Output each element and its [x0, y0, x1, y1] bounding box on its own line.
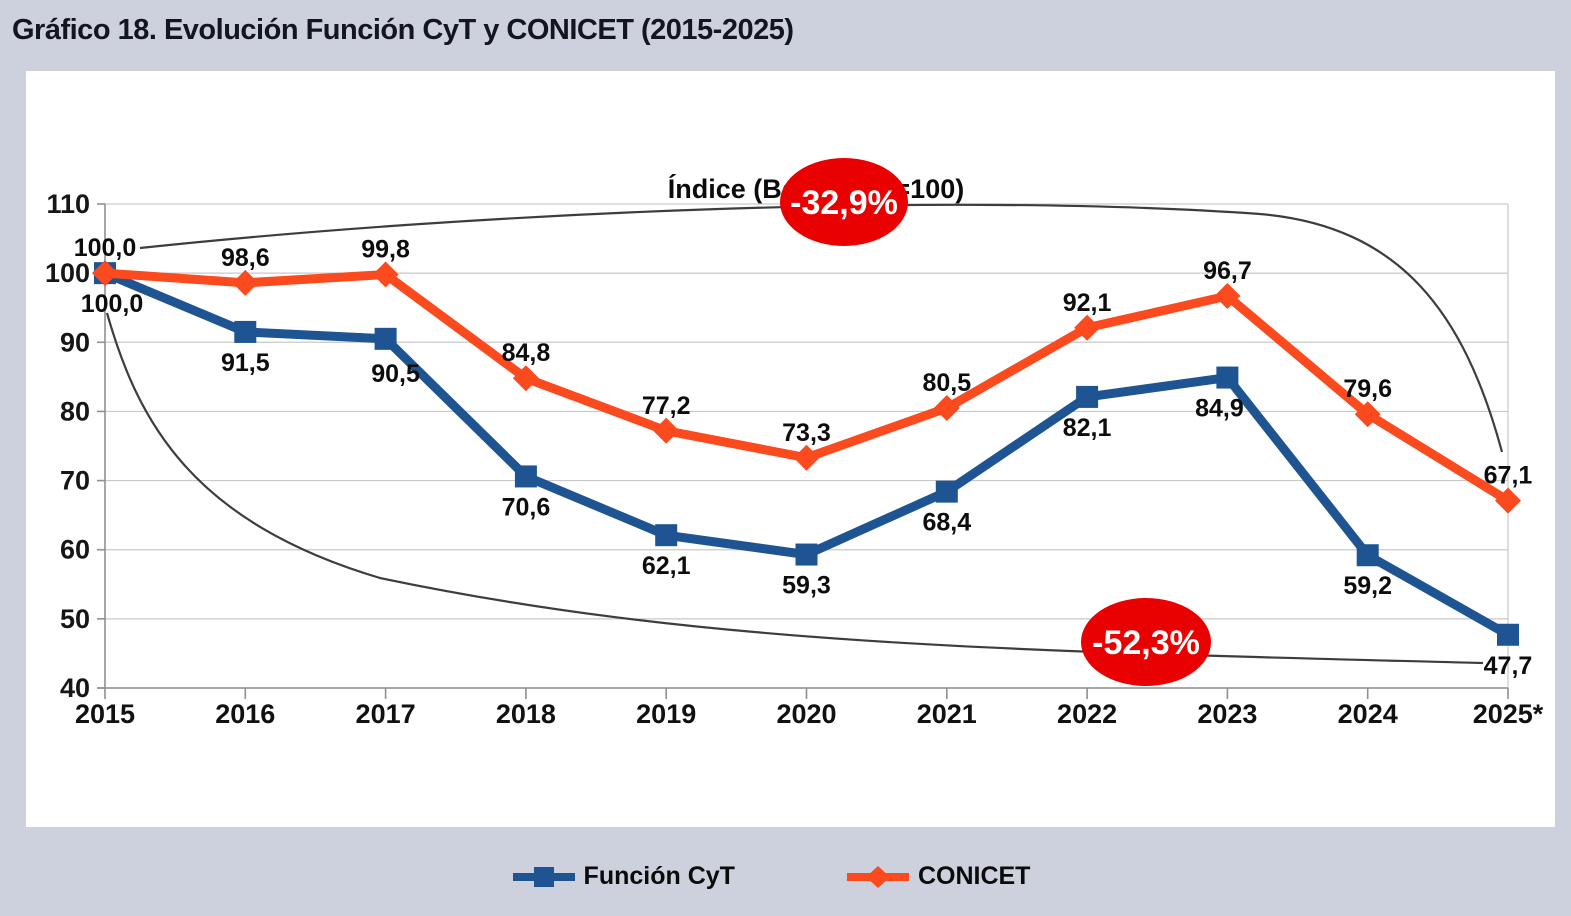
data-point-marker [1216, 366, 1239, 389]
y-axis-labels: 40 50 60 70 80 90 100 110 [45, 189, 90, 703]
data-label: 62,1 [642, 552, 691, 580]
data-label: 84,8 [502, 339, 551, 367]
data-point-marker [935, 480, 958, 503]
x-axis-labels: 2015 2016 2017 2018 2019 2020 2021 2022 2023 2024… [75, 699, 1544, 729]
annotation-oval: -32,9% [780, 158, 908, 246]
x-tick-label: 2016 [215, 699, 275, 729]
funcion-cyt-line-marker-icon [512, 866, 575, 887]
data-point-marker [795, 543, 818, 566]
data-point-marker [653, 417, 680, 444]
series-1-labels: 100,0 98,6 99,8 84,8 77,2 73,3 80,5 92,1 96,7 79,… [74, 234, 1533, 489]
data-label: 59,3 [782, 572, 831, 600]
y-tick-label: 110 [46, 189, 90, 219]
chart-panel: Índice (Base 2015=100) 40506070809010011… [26, 71, 1555, 890]
conicet-line-marker-icon [846, 865, 909, 888]
data-label: 96,7 [1203, 257, 1252, 285]
legend-item-funcion-cyt: Función CyT [512, 862, 735, 891]
data-label: 68,4 [922, 509, 971, 537]
data-label: 90,5 [371, 360, 420, 388]
x-tick-label: 2015 [75, 699, 135, 729]
y-tick-label: 80 [60, 396, 90, 426]
x-tick-label: 2025* [1473, 699, 1544, 729]
data-point-marker [1356, 544, 1379, 567]
legend-label: CONICET [917, 862, 1031, 890]
legend-label: Función CyT [583, 862, 735, 890]
data-label: 67,1 [1484, 462, 1533, 490]
data-label: 84,9 [1195, 395, 1244, 423]
data-point-marker [232, 269, 259, 296]
y-tick-label: 100 [45, 258, 90, 288]
x-tick-label: 2020 [776, 699, 836, 729]
legend-item-conicet: CONICET [846, 862, 1031, 891]
y-tick-label: 40 [60, 673, 90, 703]
x-tick-label: 2024 [1338, 699, 1398, 729]
data-point-marker [512, 365, 539, 392]
data-label: 77,2 [642, 392, 691, 420]
callout-curve [105, 312, 1484, 665]
data-point-marker [1495, 487, 1521, 514]
data-label: 99,8 [361, 236, 410, 264]
data-label: 70,6 [502, 493, 551, 521]
data-label: 59,2 [1343, 572, 1392, 600]
data-point-marker [1214, 282, 1241, 309]
data-label: 73,3 [782, 419, 831, 447]
data-point-marker [514, 465, 537, 488]
data-point-marker [1497, 623, 1519, 646]
data-label: 92,1 [1063, 289, 1112, 317]
data-label: 98,6 [221, 244, 270, 272]
series-1 [92, 260, 1521, 514]
chart-legend: Función CyT CONICET [0, 862, 1557, 891]
data-label: 91,5 [221, 349, 270, 377]
x-tick-label: 2017 [356, 699, 416, 729]
y-tick-label: 70 [60, 466, 90, 496]
data-point-marker [374, 327, 397, 350]
x-tick-label: 2022 [1057, 699, 1117, 729]
data-label: 100,0 [81, 290, 144, 318]
data-point-marker [793, 444, 820, 471]
data-label: 100,0 [74, 234, 137, 262]
data-point-marker [372, 261, 399, 288]
y-tick-label: 60 [60, 535, 90, 565]
data-label: 82,1 [1063, 414, 1112, 442]
x-tick-label: 2021 [917, 699, 977, 729]
svg-text:-32,9%: -32,9% [790, 184, 898, 222]
x-tick-label: 2019 [636, 699, 696, 729]
svg-text:-52,3%: -52,3% [1092, 624, 1200, 662]
y-tick-label: 50 [60, 604, 90, 634]
series-0 [94, 262, 1519, 646]
data-point-marker [234, 320, 257, 343]
x-tick-label: 2023 [1197, 699, 1257, 729]
data-label: 80,5 [922, 369, 971, 397]
data-point-marker [92, 260, 118, 287]
callout-curve [139, 203, 1504, 453]
annotation-oval: -52,3% [1081, 598, 1211, 686]
data-point-marker [1354, 401, 1381, 428]
page-title: Gráfico 18. Evolución Función CyT y CONI… [12, 14, 794, 46]
data-point-marker [1076, 385, 1099, 408]
data-label: 47,7 [1484, 652, 1533, 680]
legend-swatch-marker-0 [533, 866, 554, 887]
data-label: 79,6 [1343, 375, 1392, 403]
data-point-marker [655, 524, 678, 547]
data-point-marker [1074, 314, 1101, 341]
y-tick-label: 90 [60, 327, 90, 357]
legend-swatch-marker-1 [865, 865, 890, 888]
series-0-labels: 100,0 91,5 90,5 70,6 62,1 59,3 68,4 82,1 84,9 59,… [81, 290, 1533, 680]
x-tick-label: 2018 [496, 699, 556, 729]
data-point-marker [933, 394, 960, 421]
